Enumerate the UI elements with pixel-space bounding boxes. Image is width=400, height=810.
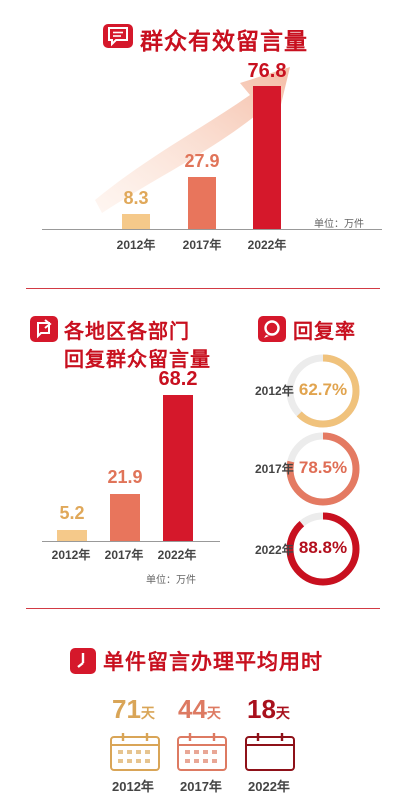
value-label-2012: 5.2 (59, 502, 85, 523)
baseline (42, 229, 382, 230)
days-unit: 天 (140, 705, 155, 721)
days-number: 18 (247, 694, 276, 724)
ring-arc-2022年 (286, 512, 360, 586)
clock-icon (70, 648, 96, 674)
year-label-2017: 2017年 (182, 238, 222, 252)
growth-arrow (95, 67, 290, 213)
value-label-2022: 68.2 (158, 368, 198, 391)
days-value-2022: 18天 (247, 694, 290, 725)
section3-title: 回复率 (293, 321, 356, 343)
days-unit: 天 (275, 705, 290, 721)
year-label-2017: 2017年 (104, 548, 144, 562)
ring-value-2012: 62.7% (298, 380, 348, 399)
ring-arc-2017年 (286, 432, 360, 506)
section2-title-line2: 回复群众留言量 (64, 349, 211, 371)
ring-value-2022: 88.8% (298, 538, 348, 557)
bar-2022 (253, 86, 281, 229)
ring-year-2012: 2012年 (255, 384, 294, 398)
divider-1 (26, 288, 380, 289)
ring-year-2017: 2017年 (255, 462, 294, 476)
days-value-2017: 44天 (178, 694, 221, 725)
days-number: 44 (178, 694, 207, 724)
ring-year-2022: 2022年 (255, 543, 294, 557)
bar-2022 (163, 395, 193, 541)
year-label-2022: 2022年 (157, 548, 197, 562)
unit-label: 单位：万件 (146, 575, 196, 586)
reply-icon (30, 316, 58, 342)
divider-2 (26, 608, 380, 609)
value-label-2022: 76.8 (247, 60, 287, 83)
bar-2012 (57, 529, 87, 541)
calendar-icon-2017 (177, 733, 227, 771)
bar-2017 (188, 177, 216, 229)
ring-value-2017: 78.5% (298, 458, 348, 477)
bar-2017 (110, 494, 140, 541)
section1-title: 群众有效留言量 (140, 28, 308, 54)
section2-title-line1: 各地区各部门 (64, 321, 190, 343)
year-label-2012: 2012年 (116, 238, 156, 252)
days-value-2012: 71天 (112, 694, 155, 725)
days-unit: 天 (206, 705, 221, 721)
section4-title: 单件留言办理平均用时 (103, 651, 323, 674)
rate-icon (258, 316, 286, 342)
year-label-2017: 2017年 (180, 779, 222, 794)
year-label-2012: 2012年 (51, 548, 91, 562)
days-number: 71 (112, 694, 141, 724)
message-icon (103, 24, 133, 48)
value-label-2012: 8.3 (123, 187, 149, 208)
value-label-2017: 21.9 (107, 467, 143, 488)
calendar-icon-2022 (245, 733, 295, 771)
year-label-2012: 2012年 (112, 779, 154, 794)
bar-2012 (122, 213, 150, 229)
ring-arc-2012年 (286, 354, 360, 428)
unit-label: 单位：万件 (314, 219, 364, 230)
value-label-2017: 27.9 (184, 151, 220, 172)
year-label-2022: 2022年 (248, 779, 290, 794)
year-label-2022: 2022年 (247, 238, 287, 252)
calendar-icon-2012 (110, 733, 160, 771)
baseline (42, 541, 220, 542)
